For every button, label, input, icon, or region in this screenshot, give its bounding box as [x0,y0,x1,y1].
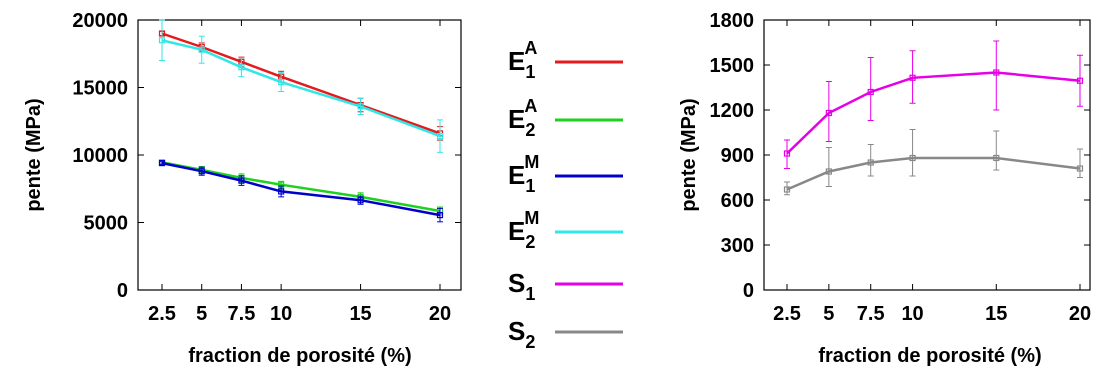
data-point [357,197,364,204]
legend-base: E [508,216,525,246]
data-point [198,168,205,175]
series-line [786,156,1081,191]
data-point [783,186,791,193]
data-point [278,78,285,86]
x-tick-label: 10 [270,303,292,325]
data-point [436,211,444,219]
x-tick-label: 7.5 [857,303,885,325]
y-tick-label: 600 [721,190,754,212]
x-tick-label: 2.5 [773,303,801,325]
legend-entry: S2 [508,316,623,352]
legend-label: E1 A [508,38,537,82]
series-line [161,32,441,135]
legend-base: E [508,46,525,76]
x-tick-label: 15 [985,303,1007,325]
data-point [909,154,916,162]
data-point [158,37,166,44]
y-tick-label: 300 [721,235,754,257]
x-axis-label: fraction de porosité (%) [818,345,1041,367]
x-tick-label: 20 [429,303,451,325]
data-point [867,88,874,96]
legend-superscript: M [524,208,539,228]
data-point [1076,77,1084,84]
chart-left-elastic-modulus: 0 5000 10000 15000 20000 2.5 5 7.5 10 15 20 fractio… [23,10,462,367]
legend-superscript: M [524,152,539,172]
y-tick-label: 0 [743,280,754,302]
legend-base: S [508,316,525,346]
y-tick-label: 1800 [710,10,755,32]
x-axis-label: fraction de porosité (%) [188,345,411,367]
legend-label: S2 [508,316,535,352]
legend-subscript: 1 [525,62,535,82]
y-tick-label: 900 [721,145,754,167]
data-point [993,154,1000,162]
legend-entry: E1 A [508,38,623,82]
series-E2M [158,19,444,153]
x-tick-label: 7.5 [228,303,256,325]
x-tick-label: 20 [1069,303,1091,325]
legend-subscript: 2 [525,120,535,140]
legend-subscript: 2 [525,232,535,252]
legend-base: E [508,104,525,134]
y-tick-label: 1200 [710,100,755,122]
y-tick-label: 15000 [72,78,128,100]
data-point [436,133,444,140]
data-point [278,188,285,195]
legend-entry: S1 [508,268,623,304]
plot-frame [137,19,462,291]
legend-label: E2 M [508,208,539,252]
legend-subscript: 1 [525,176,535,196]
x-tick-label: 5 [196,303,207,325]
x-tick-label: 10 [901,303,923,325]
legend-entry: E2 A [508,96,623,140]
series-line [161,161,441,217]
data-point [357,103,364,110]
legend-superscript: A [524,38,537,58]
legend-entry: E2 M [508,208,623,252]
series-S2 [783,129,1084,196]
data-point [1076,165,1084,172]
data-point [238,177,245,184]
y-tick-label: 1500 [710,55,755,77]
legend-superscript: A [524,96,537,116]
data-point [198,46,205,53]
x-tick-label: 2.5 [148,303,176,325]
y-tick-label: 5000 [84,213,129,235]
x-tick-label: 5 [823,303,834,325]
legend-label: S1 [508,268,535,304]
data-point [158,160,166,167]
plot-frame [763,19,1091,291]
data-point [783,150,791,157]
legend-subscript: 2 [525,332,535,352]
series-E1M [158,160,444,223]
series-line [161,161,441,213]
y-tick-label: 10000 [72,145,128,167]
chart-right-slope: 0 300 600 900 1200 1500 1800 2.5 5 7.5 10 15 20 fract… [678,10,1091,367]
x-tick-label: 15 [349,303,371,325]
series-S1 [783,40,1084,169]
data-point [825,109,832,117]
data-point [825,168,832,175]
legend-base: S [508,268,525,298]
series-line [161,39,441,138]
legend-label: E2 A [508,96,537,140]
legend-entry: E1 M [508,152,623,196]
legend-label: E1 M [508,152,539,196]
data-point [238,64,245,71]
data-point [993,69,1000,76]
series-line [786,71,1081,155]
y-axis-label: pente (MPa) [678,98,700,211]
legend-base: E [508,160,525,190]
y-tick-label: 20000 [72,10,128,32]
data-point [867,159,874,166]
y-tick-label: 0 [117,280,128,302]
y-axis-label: pente (MPa) [23,98,45,211]
data-point [909,74,916,81]
legend-subscript: 1 [525,284,535,304]
